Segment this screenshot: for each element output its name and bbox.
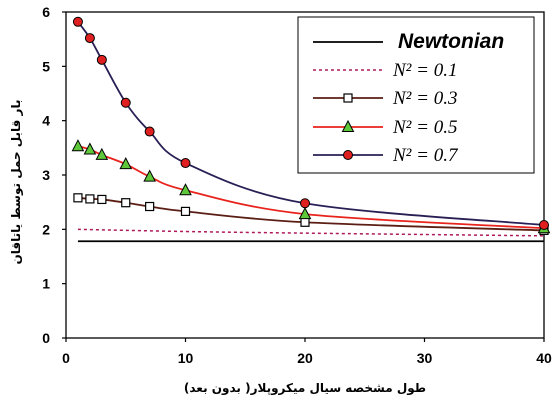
x-tick-label: 30 bbox=[417, 350, 433, 366]
y-tick-label: 2 bbox=[42, 221, 50, 237]
x-axis-title: طول مشخصه سیال میکروپلار( بدون بعد) bbox=[184, 381, 426, 396]
data-point-circle bbox=[84, 33, 95, 44]
x-tick-label: 0 bbox=[62, 350, 70, 366]
y-tick-label: 3 bbox=[42, 167, 50, 183]
data-point-square bbox=[121, 198, 131, 208]
legend-item: Newtonian bbox=[313, 30, 504, 53]
legend-label: N² = 0.3 bbox=[392, 88, 457, 109]
y-tick-label: 4 bbox=[42, 113, 50, 129]
data-point-square bbox=[73, 193, 83, 203]
data-point-circle bbox=[120, 97, 131, 108]
legend-label: Newtonian bbox=[398, 30, 504, 53]
x-axis: 0 10 20 30 40 bbox=[62, 338, 552, 366]
data-point-square bbox=[343, 93, 353, 103]
legend-item: N² = 0.7 bbox=[313, 145, 459, 166]
data-point-circle bbox=[300, 198, 310, 209]
y-axis: 0 1 2 3 4 5 6 bbox=[42, 4, 66, 346]
data-point-circle bbox=[180, 158, 191, 169]
data-point-triangle bbox=[179, 183, 192, 196]
y-tick-label: 1 bbox=[42, 276, 50, 292]
y-axis-title: بار قابل حمل توسط یاتاقان bbox=[9, 100, 24, 265]
legend-box bbox=[297, 16, 535, 174]
series-layer bbox=[71, 16, 551, 243]
data-point-square bbox=[300, 217, 310, 227]
data-point-square bbox=[97, 194, 107, 205]
data-point-triangle bbox=[143, 169, 156, 182]
series-1 bbox=[77, 228, 545, 237]
data-point-triangle bbox=[298, 207, 312, 220]
legend: Newtonian N² = 0.1 N² = 0.3 N² = 0.5 N² = 0.… bbox=[297, 16, 535, 174]
data-point-circle bbox=[96, 54, 107, 65]
legend-item: N² = 0.5 bbox=[313, 117, 457, 138]
series-line bbox=[77, 228, 545, 237]
data-point-circle bbox=[539, 219, 549, 230]
x-tick-label: 20 bbox=[297, 350, 313, 366]
data-point-triangle bbox=[119, 157, 133, 170]
legend-label: N² = 0.1 bbox=[392, 60, 457, 81]
data-point-square bbox=[180, 206, 191, 217]
data-point-square bbox=[85, 194, 95, 204]
y-tick-label: 6 bbox=[42, 4, 50, 20]
legend-label: N² = 0.5 bbox=[392, 117, 457, 138]
series-3 bbox=[71, 139, 551, 234]
x-tick-label: 40 bbox=[536, 350, 552, 366]
data-point-triangle bbox=[71, 139, 85, 152]
data-point-circle bbox=[343, 150, 353, 160]
data-point-triangle bbox=[341, 119, 355, 132]
series-4 bbox=[72, 16, 549, 230]
data-point-triangle bbox=[95, 147, 109, 160]
legend-label: N² = 0.7 bbox=[392, 145, 459, 166]
data-point-circle bbox=[144, 126, 155, 137]
data-point-square bbox=[145, 201, 155, 212]
x-tick-label: 10 bbox=[178, 350, 194, 366]
data-point-triangle bbox=[83, 142, 97, 155]
data-point-circle bbox=[72, 16, 83, 27]
legend-item: N² = 0.1 bbox=[313, 60, 457, 81]
legend-item: N² = 0.3 bbox=[313, 88, 457, 109]
y-tick-label: 5 bbox=[42, 58, 50, 74]
y-tick-label: 0 bbox=[42, 330, 50, 346]
